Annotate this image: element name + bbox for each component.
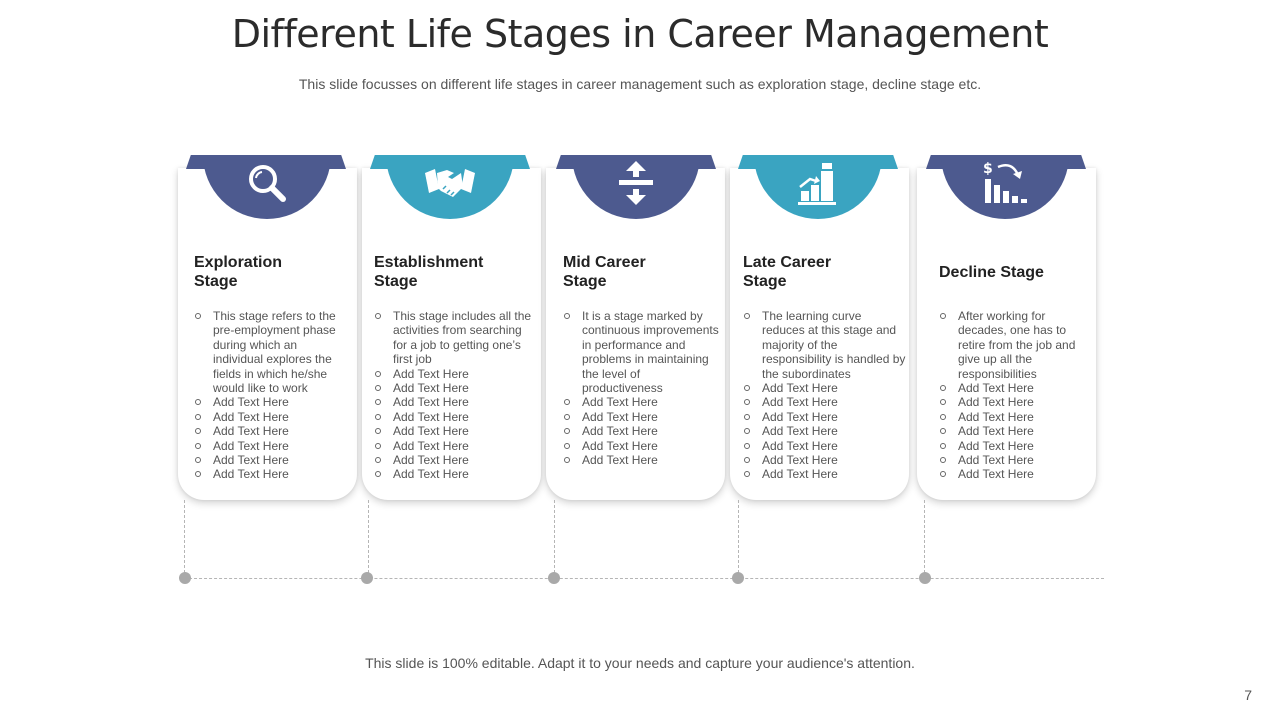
stage-title: Exploration Stage — [194, 254, 283, 290]
list-item: Add Text Here — [939, 467, 1087, 481]
timeline-dot — [548, 572, 560, 584]
stage-bullet-list: It is a stage marked by continuous impro… — [563, 309, 719, 467]
timeline-dot — [919, 572, 931, 584]
arrows-vertical-icon — [619, 161, 653, 205]
list-item: Add Text Here — [374, 467, 538, 481]
stage-title: Establishment Stage — [374, 254, 484, 290]
stage-title: Late Career Stage — [743, 254, 832, 290]
stage-title: Decline Stage — [939, 264, 1044, 281]
stage-bullet-list: This stage refers to the pre-employment … — [194, 309, 346, 482]
list-item: Add Text Here — [563, 424, 719, 438]
growth-chart-icon — [798, 163, 836, 205]
list-item: Add Text Here — [194, 410, 346, 424]
timeline-connector — [738, 500, 739, 578]
stage-bullet-list: After working for decades, one has to re… — [939, 309, 1087, 482]
timeline-connector — [554, 500, 555, 578]
handshake-icon — [425, 169, 475, 197]
stage-bullet-list: The learning curve reduces at this stage… — [743, 309, 907, 482]
list-item: Add Text Here — [194, 467, 346, 481]
timeline-dot — [179, 572, 191, 584]
decline-chart-icon: $ — [983, 161, 1027, 203]
stage-card-exploration — [178, 168, 357, 500]
list-item: Add Text Here — [939, 453, 1087, 467]
timeline-connector — [184, 500, 185, 578]
slide-title: Different Life Stages in Career Manageme… — [231, 12, 1049, 56]
list-item: Add Text Here — [939, 439, 1087, 453]
list-item: Add Text Here — [743, 467, 907, 481]
list-item: Add Text Here — [374, 439, 538, 453]
list-item: Add Text Here — [194, 424, 346, 438]
svg-text:$: $ — [983, 161, 993, 177]
list-item: Add Text Here — [743, 381, 907, 395]
list-item: Add Text Here — [743, 395, 907, 409]
timeline-connector — [368, 500, 369, 578]
stage-card-late-career — [730, 168, 909, 500]
timeline-dot — [361, 572, 373, 584]
list-item: It is a stage marked by continuous impro… — [563, 309, 719, 395]
list-item: This stage includes all the activities f… — [374, 309, 538, 367]
list-item: Add Text Here — [374, 453, 538, 467]
stage-card-decline — [917, 168, 1096, 500]
list-item: Add Text Here — [374, 381, 538, 395]
list-item: Add Text Here — [563, 410, 719, 424]
timeline-dot — [732, 572, 744, 584]
stage-bullet-list: This stage includes all the activities f… — [374, 309, 538, 482]
list-item: This stage refers to the pre-employment … — [194, 309, 346, 395]
slide-footer: This slide is 100% editable. Adapt it to… — [365, 655, 915, 671]
list-item: Add Text Here — [939, 424, 1087, 438]
list-item: Add Text Here — [939, 381, 1087, 395]
timeline-connector — [924, 500, 925, 578]
list-item: Add Text Here — [563, 395, 719, 409]
page-number: 7 — [1244, 687, 1252, 703]
list-item: Add Text Here — [563, 453, 719, 467]
list-item: Add Text Here — [374, 410, 538, 424]
list-item: Add Text Here — [743, 453, 907, 467]
list-item: Add Text Here — [939, 395, 1087, 409]
list-item: Add Text Here — [743, 410, 907, 424]
list-item: Add Text Here — [194, 395, 346, 409]
stage-title: Mid Career Stage — [563, 254, 646, 290]
list-item: The learning curve reduces at this stage… — [743, 309, 907, 381]
slide-subtitle: This slide focusses on different life st… — [298, 76, 982, 92]
list-item: Add Text Here — [563, 439, 719, 453]
stage-card-establishment — [362, 168, 541, 500]
list-item: Add Text Here — [374, 395, 538, 409]
list-item: Add Text Here — [194, 453, 346, 467]
list-item: After working for decades, one has to re… — [939, 309, 1087, 381]
list-item: Add Text Here — [939, 410, 1087, 424]
list-item: Add Text Here — [743, 439, 907, 453]
timeline-line — [184, 578, 1104, 579]
magnifier-icon — [249, 165, 286, 202]
list-item: Add Text Here — [374, 367, 538, 381]
list-item: Add Text Here — [194, 439, 346, 453]
list-item: Add Text Here — [743, 424, 907, 438]
stage-card-mid-career — [546, 168, 725, 500]
list-item: Add Text Here — [374, 424, 538, 438]
